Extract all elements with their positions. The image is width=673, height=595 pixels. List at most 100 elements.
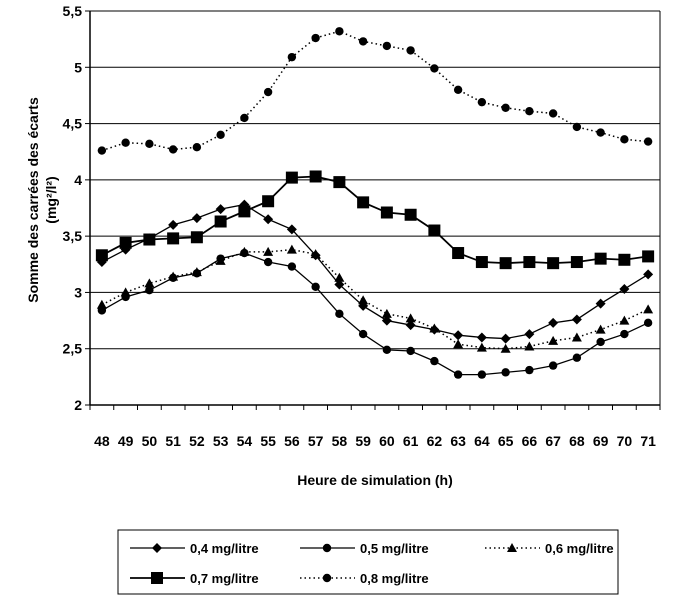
- legend-marker: [322, 573, 332, 583]
- y-axis-title-line2: (mg²/l²): [43, 176, 59, 223]
- legend-label: 0,6 mg/litre: [545, 541, 614, 556]
- data-point: [548, 361, 558, 370]
- data-point: [192, 143, 202, 152]
- data-point: [476, 342, 487, 352]
- data-point: [452, 247, 465, 260]
- y-tick-label: 4,5: [63, 116, 83, 132]
- data-point: [572, 122, 582, 132]
- data-point: [358, 295, 369, 305]
- data-point: [595, 298, 606, 309]
- legend-marker: [507, 543, 517, 552]
- y-tick-label: 3,5: [63, 228, 83, 244]
- data-point: [190, 231, 203, 244]
- data-point: [333, 176, 346, 189]
- x-tick-label: 57: [308, 433, 324, 449]
- x-tick-label: 53: [213, 433, 229, 449]
- data-point: [643, 137, 653, 146]
- data-point: [334, 279, 345, 290]
- data-point: [121, 138, 130, 147]
- x-tick-label: 60: [379, 433, 395, 449]
- legend-marker: [151, 572, 163, 584]
- data-point: [643, 304, 654, 314]
- data-point: [620, 329, 629, 339]
- data-point: [643, 318, 653, 328]
- data-point: [119, 236, 132, 249]
- data-point: [381, 308, 392, 318]
- data-point: [596, 128, 605, 137]
- data-point: [501, 368, 510, 377]
- data-point: [595, 324, 606, 334]
- data-point: [285, 171, 298, 184]
- legend-item-2: 0,6 mg/litre: [485, 541, 614, 556]
- x-tick-label: 58: [332, 433, 348, 449]
- data-point: [548, 109, 558, 118]
- data-point: [642, 250, 655, 263]
- data-point: [406, 46, 415, 55]
- y-axis-title: Somme des carrées des écarts (mg²/l²): [25, 97, 59, 303]
- data-point: [144, 278, 155, 288]
- data-point: [619, 284, 630, 295]
- data-point: [381, 315, 392, 326]
- x-tick-label: 48: [94, 433, 110, 449]
- data-point: [335, 27, 344, 36]
- data-point: [596, 337, 605, 347]
- data-point: [263, 246, 274, 256]
- data-point: [523, 256, 536, 269]
- x-tick-labels: 48 49 50 51 52 53 54 55 56 57 58 59 60 61 62 63 64 65 66 67…: [94, 433, 656, 449]
- legend-item-4: 0,8 mg/litre: [300, 571, 429, 586]
- gridlines: [90, 10, 660, 406]
- data-point: [594, 252, 607, 265]
- data-point: [405, 320, 416, 331]
- data-point: [97, 146, 107, 155]
- data-point: [286, 244, 297, 254]
- x-tick-label: 62: [427, 433, 443, 449]
- data-point: [570, 256, 583, 269]
- data-point: [525, 365, 534, 375]
- data-point: [286, 224, 297, 235]
- legend-item-3: 0,7 mg/litre: [130, 571, 259, 586]
- y-axis-title-line1: Somme des carrées des écarts: [25, 97, 41, 303]
- legend-frame: [117, 529, 619, 595]
- data-point: [310, 249, 321, 259]
- data-point: [643, 269, 654, 280]
- data-point: [620, 135, 629, 144]
- data-point: [263, 257, 273, 267]
- data-point: [214, 215, 227, 228]
- x-tick-label: 55: [260, 433, 276, 449]
- data-point: [380, 206, 393, 219]
- data-point: [143, 233, 156, 246]
- data-point: [475, 256, 488, 269]
- data-point: [405, 313, 416, 323]
- data-point: [145, 139, 154, 149]
- data-point: [524, 329, 535, 340]
- data-point: [430, 64, 439, 73]
- data-point: [382, 345, 392, 355]
- data-point: [382, 41, 392, 51]
- x-tick-label: 65: [498, 433, 514, 449]
- series-line-4: [101, 30, 649, 152]
- legend-marker: [152, 543, 162, 553]
- y-tick-label: 2,5: [63, 341, 83, 357]
- x-tick-label: 69: [593, 433, 609, 449]
- data-point: [428, 224, 441, 237]
- data-point: [358, 329, 368, 339]
- x-tick-label: 56: [284, 433, 300, 449]
- data-point: [430, 356, 439, 366]
- data-point: [311, 282, 320, 291]
- axes: [85, 10, 661, 410]
- data-point: [334, 272, 345, 282]
- data-point: [335, 309, 344, 319]
- x-tick-label: 68: [569, 433, 585, 449]
- legend-marker: [322, 543, 332, 553]
- data-point: [572, 353, 582, 362]
- x-tick-label: 49: [118, 433, 134, 449]
- data-point: [357, 196, 370, 209]
- data-point: [263, 87, 273, 97]
- data-point: [145, 285, 154, 295]
- data-point: [476, 332, 487, 343]
- data-point: [619, 315, 630, 325]
- legend-label: 0,4 mg/litre: [190, 541, 259, 556]
- data-point: [453, 85, 463, 95]
- data-point: [618, 253, 631, 266]
- data-point: [287, 262, 297, 271]
